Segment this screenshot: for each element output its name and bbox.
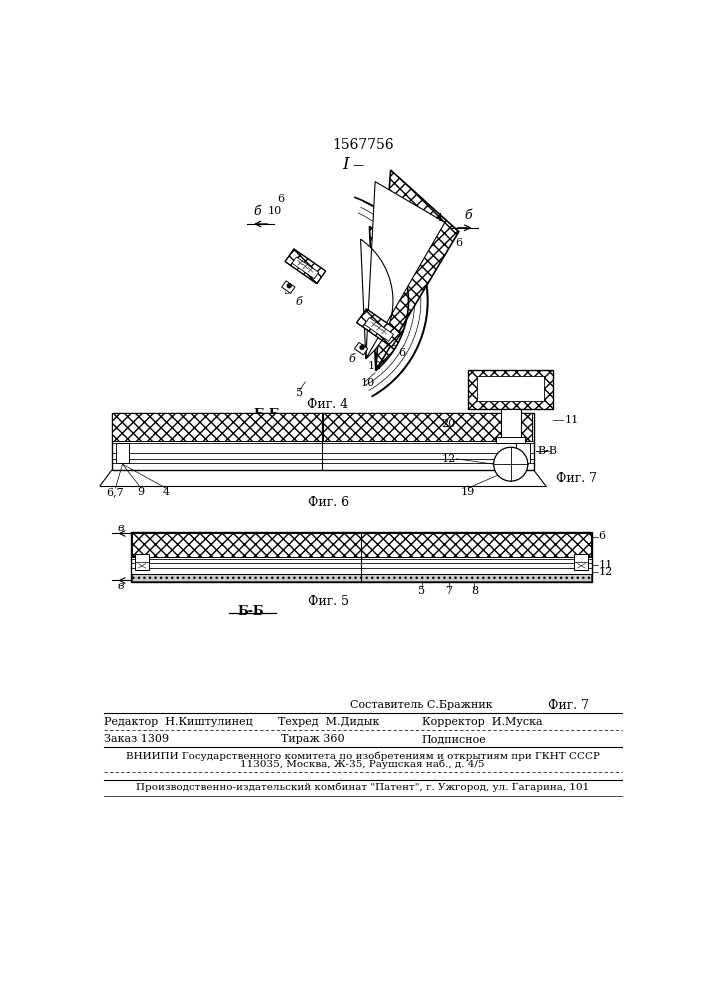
- Polygon shape: [361, 182, 445, 359]
- Bar: [112, 413, 322, 441]
- Text: ВНИИПИ Государственного комитета по изобретениям и открытиям при ГКНТ СССР: ВНИИПИ Государственного комитета по изоб…: [126, 751, 600, 761]
- Text: 8: 8: [471, 586, 478, 596]
- Text: б: б: [349, 354, 355, 364]
- Text: 1567756: 1567756: [332, 138, 394, 152]
- Text: Б-Б: Б-Б: [238, 605, 264, 618]
- Polygon shape: [370, 170, 459, 371]
- Bar: [468, 370, 554, 409]
- Bar: [477, 376, 544, 401]
- Bar: [132, 533, 591, 557]
- Bar: [496, 437, 525, 443]
- Text: 6: 6: [455, 238, 462, 248]
- Text: 12: 12: [598, 567, 612, 577]
- Text: 7: 7: [445, 586, 452, 596]
- Circle shape: [360, 345, 364, 350]
- Text: Составитель С.Бражник: Составитель С.Бражник: [350, 700, 493, 710]
- Text: 20: 20: [442, 419, 456, 429]
- Text: 6,7: 6,7: [107, 487, 124, 497]
- Text: Производственно-издательский комбинат "Патент", г. Ужгород, ул. Гагарина, 101: Производственно-издательский комбинат "П…: [136, 783, 590, 792]
- Text: 113035, Москва, Ж-35, Раушская наб., д. 4/5: 113035, Москва, Ж-35, Раушская наб., д. …: [240, 760, 485, 769]
- Text: 11: 11: [383, 338, 398, 348]
- Text: 9: 9: [359, 344, 366, 354]
- Text: Подписное: Подписное: [421, 734, 486, 744]
- Text: —: —: [353, 160, 363, 170]
- Text: Техред  М.Дидык: Техред М.Дидык: [279, 717, 380, 727]
- Bar: [323, 413, 532, 441]
- Text: +: +: [134, 562, 142, 572]
- Polygon shape: [285, 249, 326, 284]
- Text: 10: 10: [267, 206, 281, 216]
- Text: Фиг. 7: Фиг. 7: [549, 699, 590, 712]
- Text: 12: 12: [442, 454, 456, 464]
- Text: 6: 6: [277, 194, 284, 204]
- Bar: [516, 443, 530, 463]
- Text: Корректор  И.Муска: Корректор И.Муска: [421, 717, 542, 727]
- Text: 4: 4: [436, 213, 443, 223]
- Text: +: +: [573, 562, 581, 572]
- Text: 6: 6: [399, 348, 406, 358]
- Text: Редактор  Н.Киштулинец: Редактор Н.Киштулинец: [104, 717, 252, 727]
- Bar: [112, 413, 534, 470]
- Text: 5: 5: [418, 586, 425, 596]
- Text: I: I: [342, 156, 349, 173]
- Bar: [574, 554, 588, 570]
- Text: 4: 4: [163, 487, 170, 497]
- Text: 19: 19: [461, 487, 475, 497]
- Text: В-В: В-В: [538, 446, 558, 456]
- Text: 9: 9: [138, 487, 145, 497]
- Circle shape: [287, 284, 291, 288]
- Text: в: в: [117, 581, 124, 591]
- Polygon shape: [292, 257, 319, 279]
- Bar: [132, 574, 591, 581]
- Circle shape: [493, 447, 528, 481]
- Bar: [501, 409, 521, 440]
- Bar: [131, 532, 592, 582]
- Text: Фиг. 6: Фиг. 6: [308, 496, 349, 509]
- Text: Фиг. 7: Фиг. 7: [556, 472, 597, 485]
- Text: 11: 11: [565, 415, 579, 425]
- Text: б: б: [254, 205, 261, 218]
- Polygon shape: [354, 342, 368, 355]
- Text: 6: 6: [598, 531, 605, 541]
- Text: Заказ 1309: Заказ 1309: [104, 734, 169, 744]
- Polygon shape: [356, 309, 402, 347]
- Text: 10: 10: [361, 378, 375, 388]
- Text: Б-Б: Б-Б: [253, 408, 280, 421]
- Bar: [115, 443, 129, 463]
- Bar: [135, 554, 149, 570]
- Text: Тираж 360: Тираж 360: [281, 734, 344, 744]
- Polygon shape: [281, 281, 295, 293]
- Text: б: б: [464, 209, 472, 222]
- Text: 11: 11: [598, 560, 612, 570]
- Text: 5: 5: [296, 388, 303, 398]
- Text: в: в: [117, 523, 124, 533]
- Text: Фиг. 4: Фиг. 4: [307, 398, 348, 411]
- Text: 12: 12: [368, 361, 382, 371]
- Text: Фиг. 5: Фиг. 5: [308, 595, 349, 608]
- Text: б: б: [296, 297, 303, 307]
- Polygon shape: [365, 318, 394, 341]
- Text: 9: 9: [284, 286, 291, 296]
